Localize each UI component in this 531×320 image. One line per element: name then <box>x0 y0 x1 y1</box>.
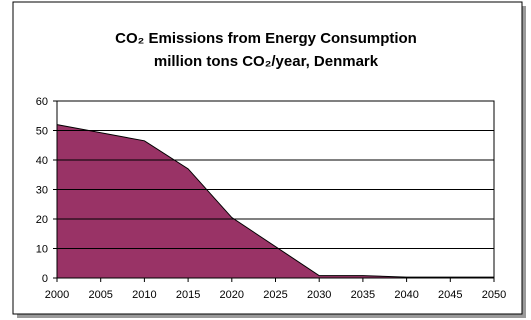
x-tick-label-2025: 2025 <box>263 289 287 301</box>
x-tick-label-2015: 2015 <box>176 289 200 301</box>
x-tick-label-2005: 2005 <box>88 289 112 301</box>
x-tick-label-2010: 2010 <box>132 289 156 301</box>
y-tick-label-30: 30 <box>36 185 48 197</box>
y-tick-label-60: 60 <box>36 96 48 108</box>
y-tick-label-50: 50 <box>36 126 48 138</box>
x-tick-label-2000: 2000 <box>45 289 69 301</box>
y-tick-label-0: 0 <box>42 273 48 285</box>
chart-title: CO₂ Emissions from Energy Consumption <box>115 30 417 47</box>
y-tick-label-20: 20 <box>36 214 48 226</box>
x-tick-label-2030: 2030 <box>307 289 331 301</box>
area-series <box>56 123 495 279</box>
x-tick-label-2035: 2035 <box>351 289 375 301</box>
chart-subtitle: million tons CO₂/year, Denmark <box>154 53 379 70</box>
y-tick-label-40: 40 <box>36 155 48 167</box>
x-tick-label-2050: 2050 <box>482 289 506 301</box>
x-tick-label-2020: 2020 <box>220 289 244 301</box>
y-tick-label-10: 10 <box>36 244 48 256</box>
x-tick-label-2040: 2040 <box>394 289 418 301</box>
x-tick-label-2045: 2045 <box>438 289 462 301</box>
